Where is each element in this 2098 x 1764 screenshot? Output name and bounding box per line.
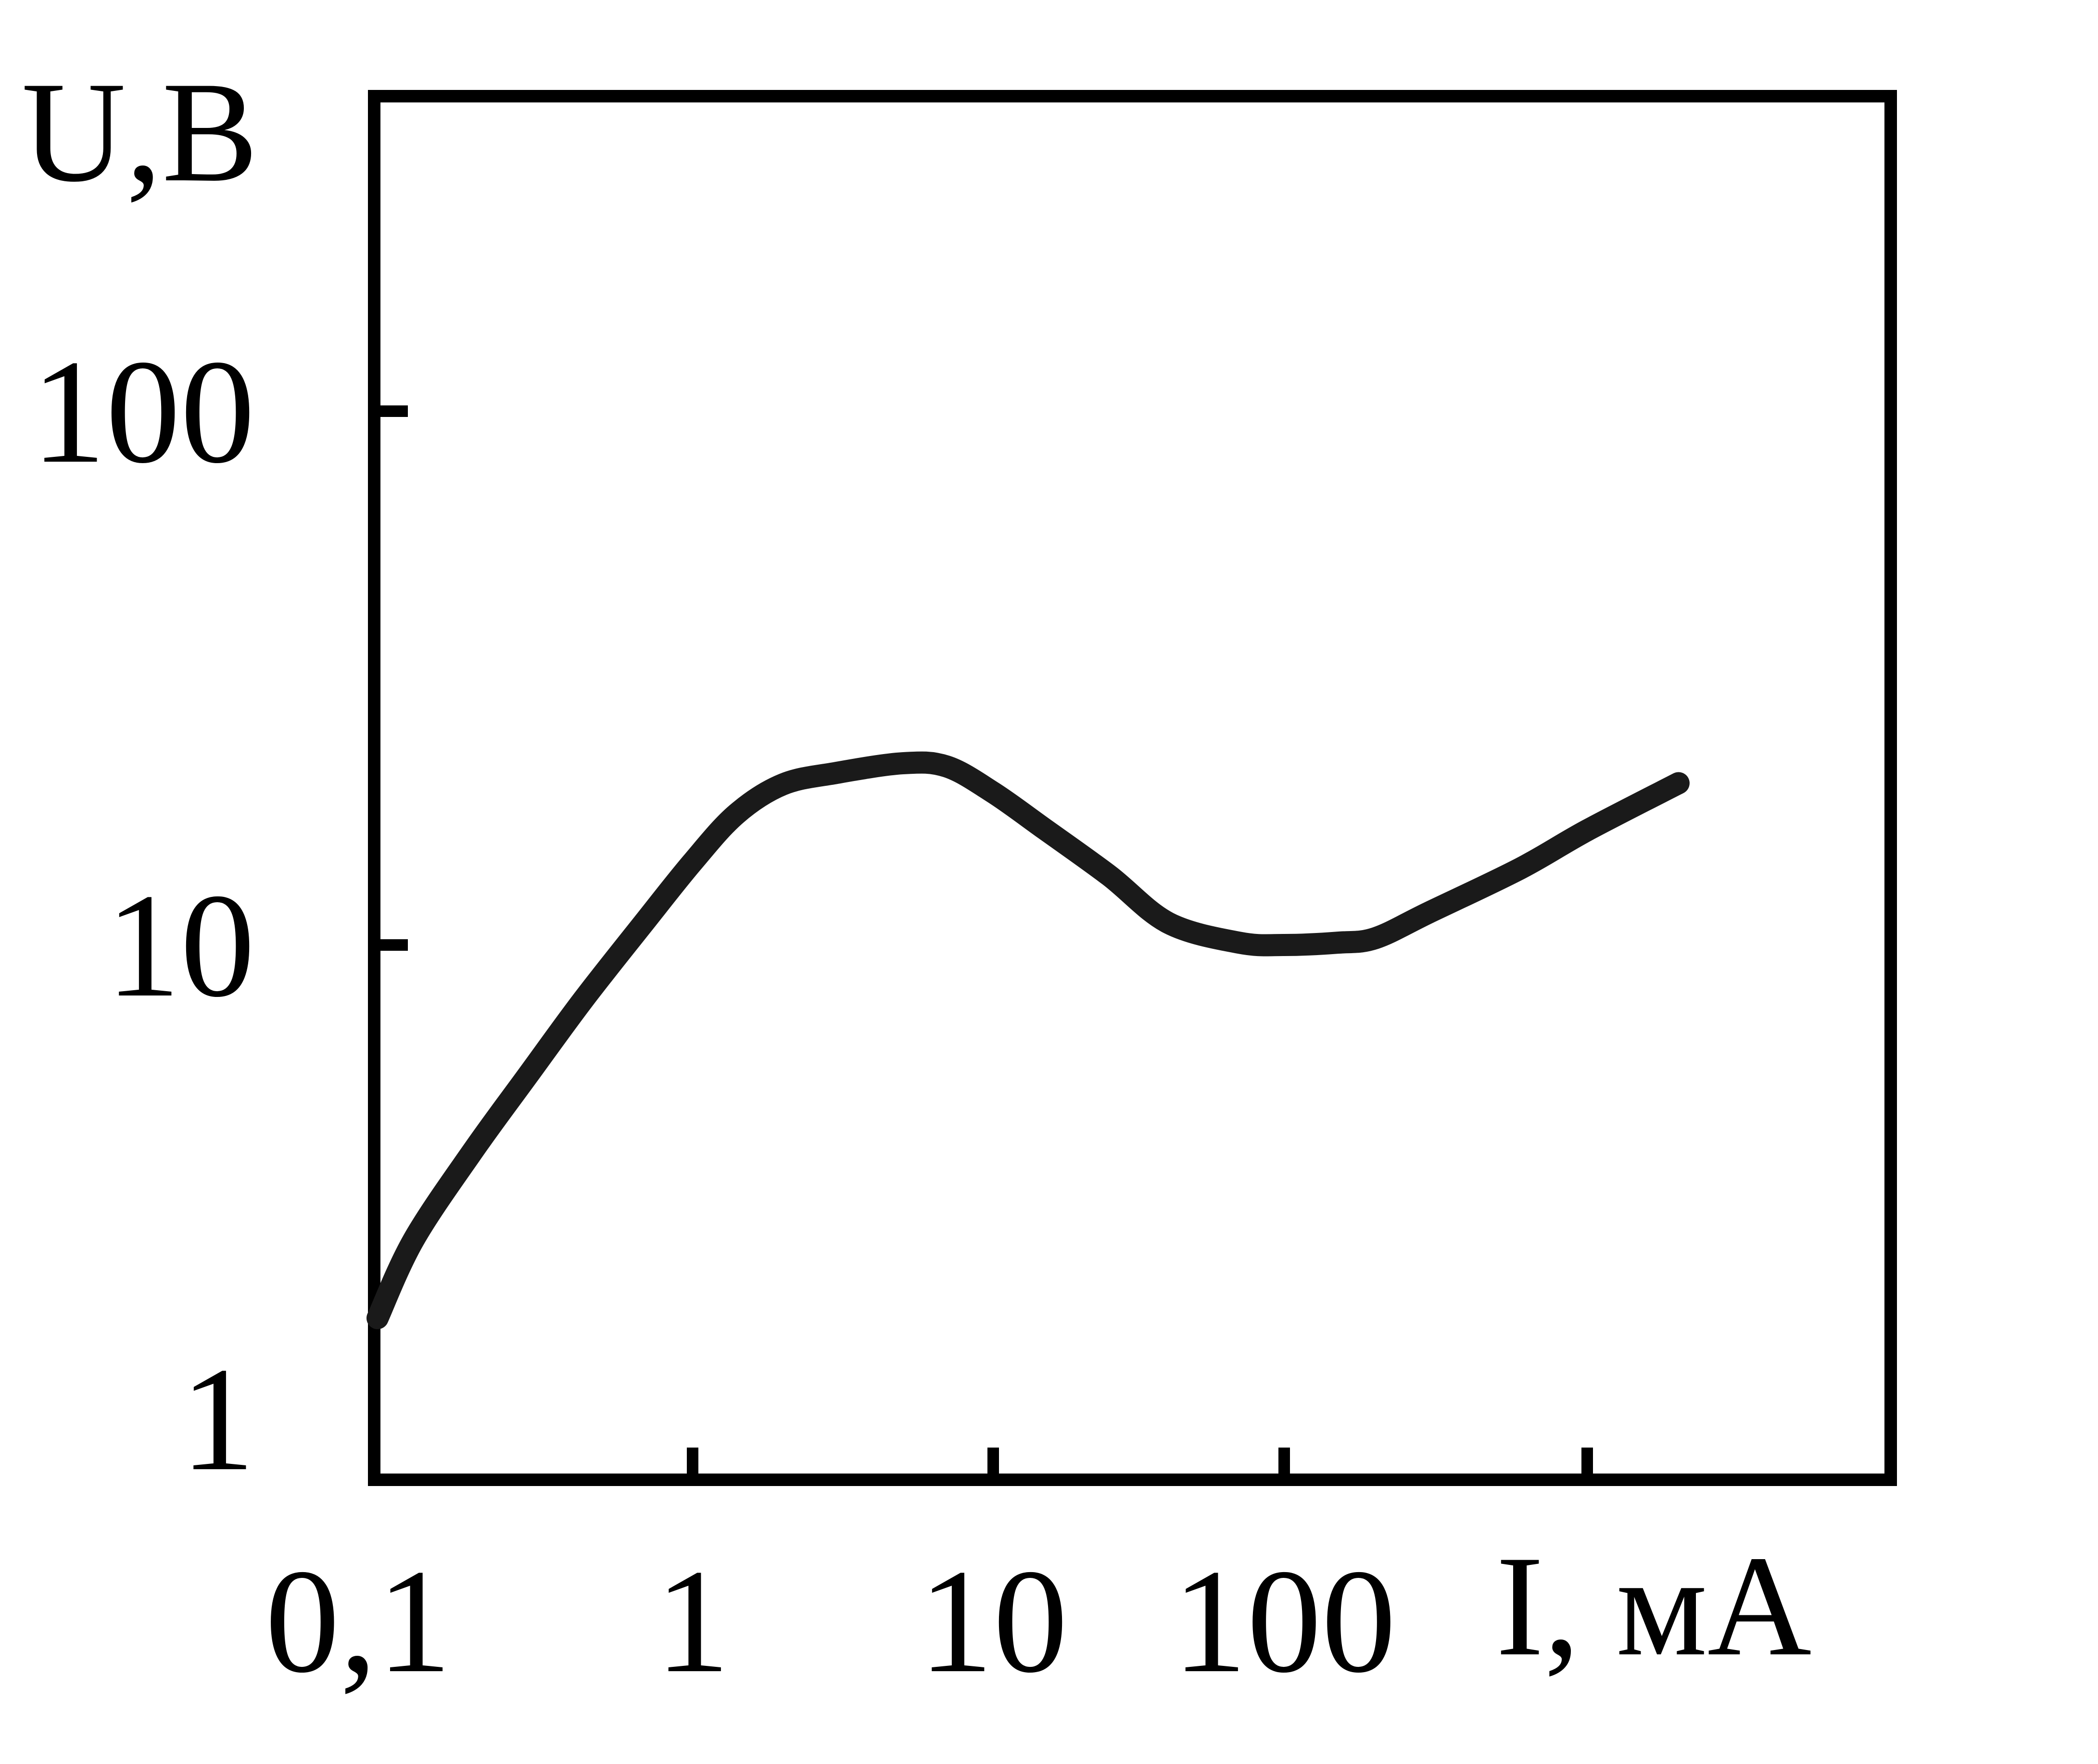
y-tick-label: 10 [106, 863, 255, 1028]
plot-frame [368, 90, 1897, 1486]
y-tick-label: 100 [31, 329, 255, 494]
series-line [367, 751, 1690, 1329]
x-tick-label: 1 [656, 1539, 730, 1704]
x-axis-label: I, мА [1496, 1526, 1811, 1686]
x-tick-label: 100 [1173, 1539, 1396, 1704]
y-axis-label: U,B [22, 52, 258, 212]
y-tick-label: 1 [180, 1337, 255, 1502]
ticks [374, 405, 1593, 1480]
x-tick-label: 0,1 [265, 1539, 452, 1704]
x-tick-label: 10 [919, 1539, 1068, 1704]
